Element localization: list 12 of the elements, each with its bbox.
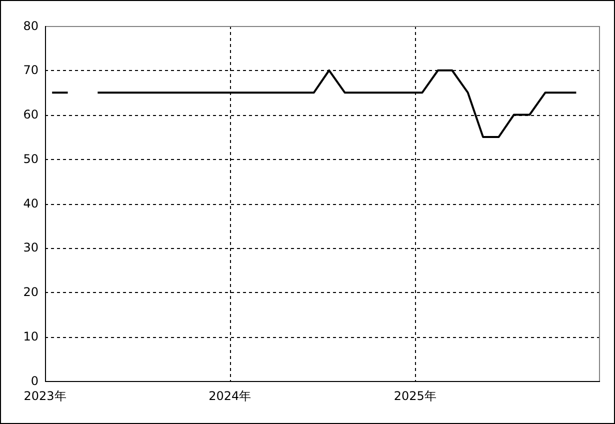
y-tick-label: 20 bbox=[23, 285, 38, 300]
y-tick-label: 70 bbox=[23, 63, 38, 78]
y-tick-label: 80 bbox=[23, 18, 38, 33]
x-tick-label: 2025年 bbox=[394, 389, 436, 404]
y-tick-label: 60 bbox=[23, 108, 38, 122]
x-tick-label: 2024年 bbox=[208, 389, 252, 404]
y-tick-label: 10 bbox=[23, 329, 38, 344]
y-tick-label: 50 bbox=[23, 152, 38, 166]
x-tick-label: 2023年 bbox=[24, 389, 66, 404]
y-tick-label: 0 bbox=[30, 374, 38, 388]
y-tick-label: 30 bbox=[23, 240, 38, 255]
y-tick-label: 40 bbox=[23, 196, 38, 210]
